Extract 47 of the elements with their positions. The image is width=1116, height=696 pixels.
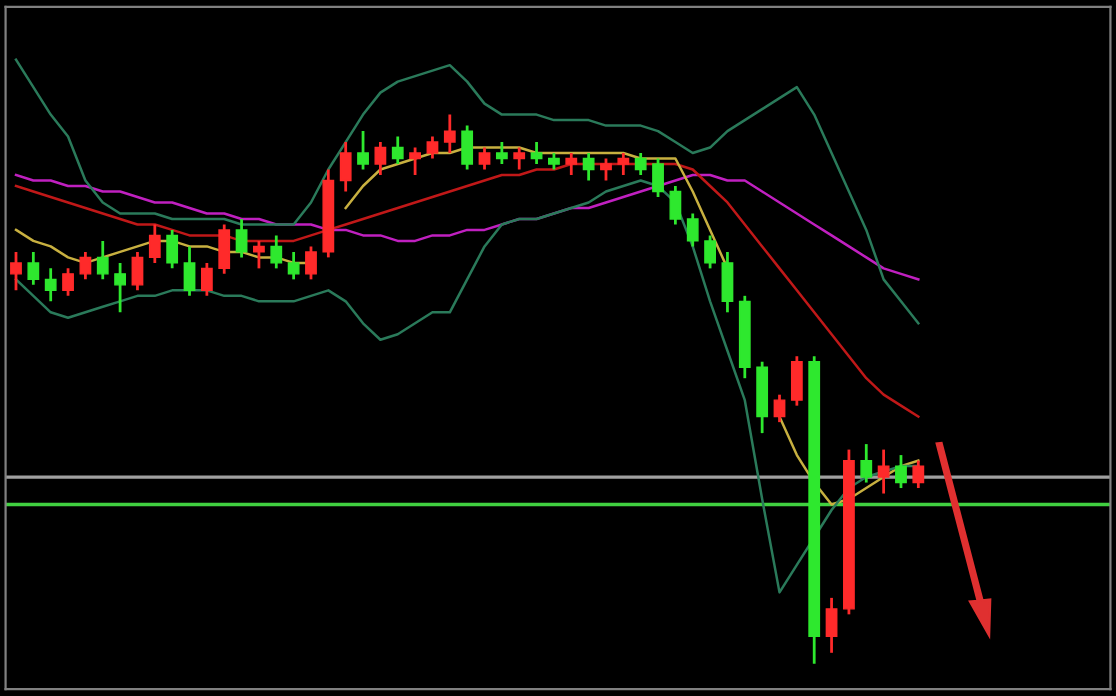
candlestick [495, 140, 508, 166]
candlestick [62, 266, 74, 298]
candlestick [409, 146, 422, 177]
candlestick [44, 266, 57, 303]
candlestick [287, 250, 300, 281]
candlestick [530, 140, 543, 166]
candlestick [235, 217, 248, 259]
candlestick [166, 228, 179, 270]
candlestick [773, 393, 786, 424]
candlestick [27, 250, 40, 287]
candlestick [305, 245, 317, 281]
candlestick [790, 354, 803, 408]
candlestick [253, 239, 265, 270]
candlestick [877, 448, 890, 495]
candlestick [426, 135, 439, 160]
candlestick [860, 442, 873, 484]
candlestick [478, 146, 491, 171]
candlestick [114, 261, 127, 314]
candlestick [374, 140, 387, 177]
candlestick [131, 250, 144, 292]
candlestick [391, 135, 404, 166]
candlestick [357, 129, 369, 171]
candlestick [634, 151, 647, 177]
candlestick [200, 261, 213, 298]
candlestick [912, 459, 925, 490]
candlestick [513, 146, 526, 171]
candlestick [582, 151, 595, 182]
candlestick [339, 140, 352, 193]
candlestick [600, 157, 612, 182]
candlestick [686, 212, 699, 248]
candlestick [443, 113, 456, 155]
candlestick [704, 234, 716, 270]
candlestick [79, 250, 92, 281]
candlestick [148, 223, 161, 265]
candlestick [721, 250, 734, 314]
candlestick [218, 223, 231, 276]
candlestick [652, 157, 664, 199]
candlestick [461, 124, 474, 171]
candlestick [825, 596, 838, 655]
candlestick [565, 151, 578, 177]
candlestick [183, 245, 196, 298]
candlestick [270, 234, 283, 270]
candlestick [617, 151, 630, 177]
candlestick [669, 184, 682, 226]
candlestick [895, 453, 907, 490]
candlestick [10, 250, 22, 292]
candlestick [96, 239, 109, 281]
